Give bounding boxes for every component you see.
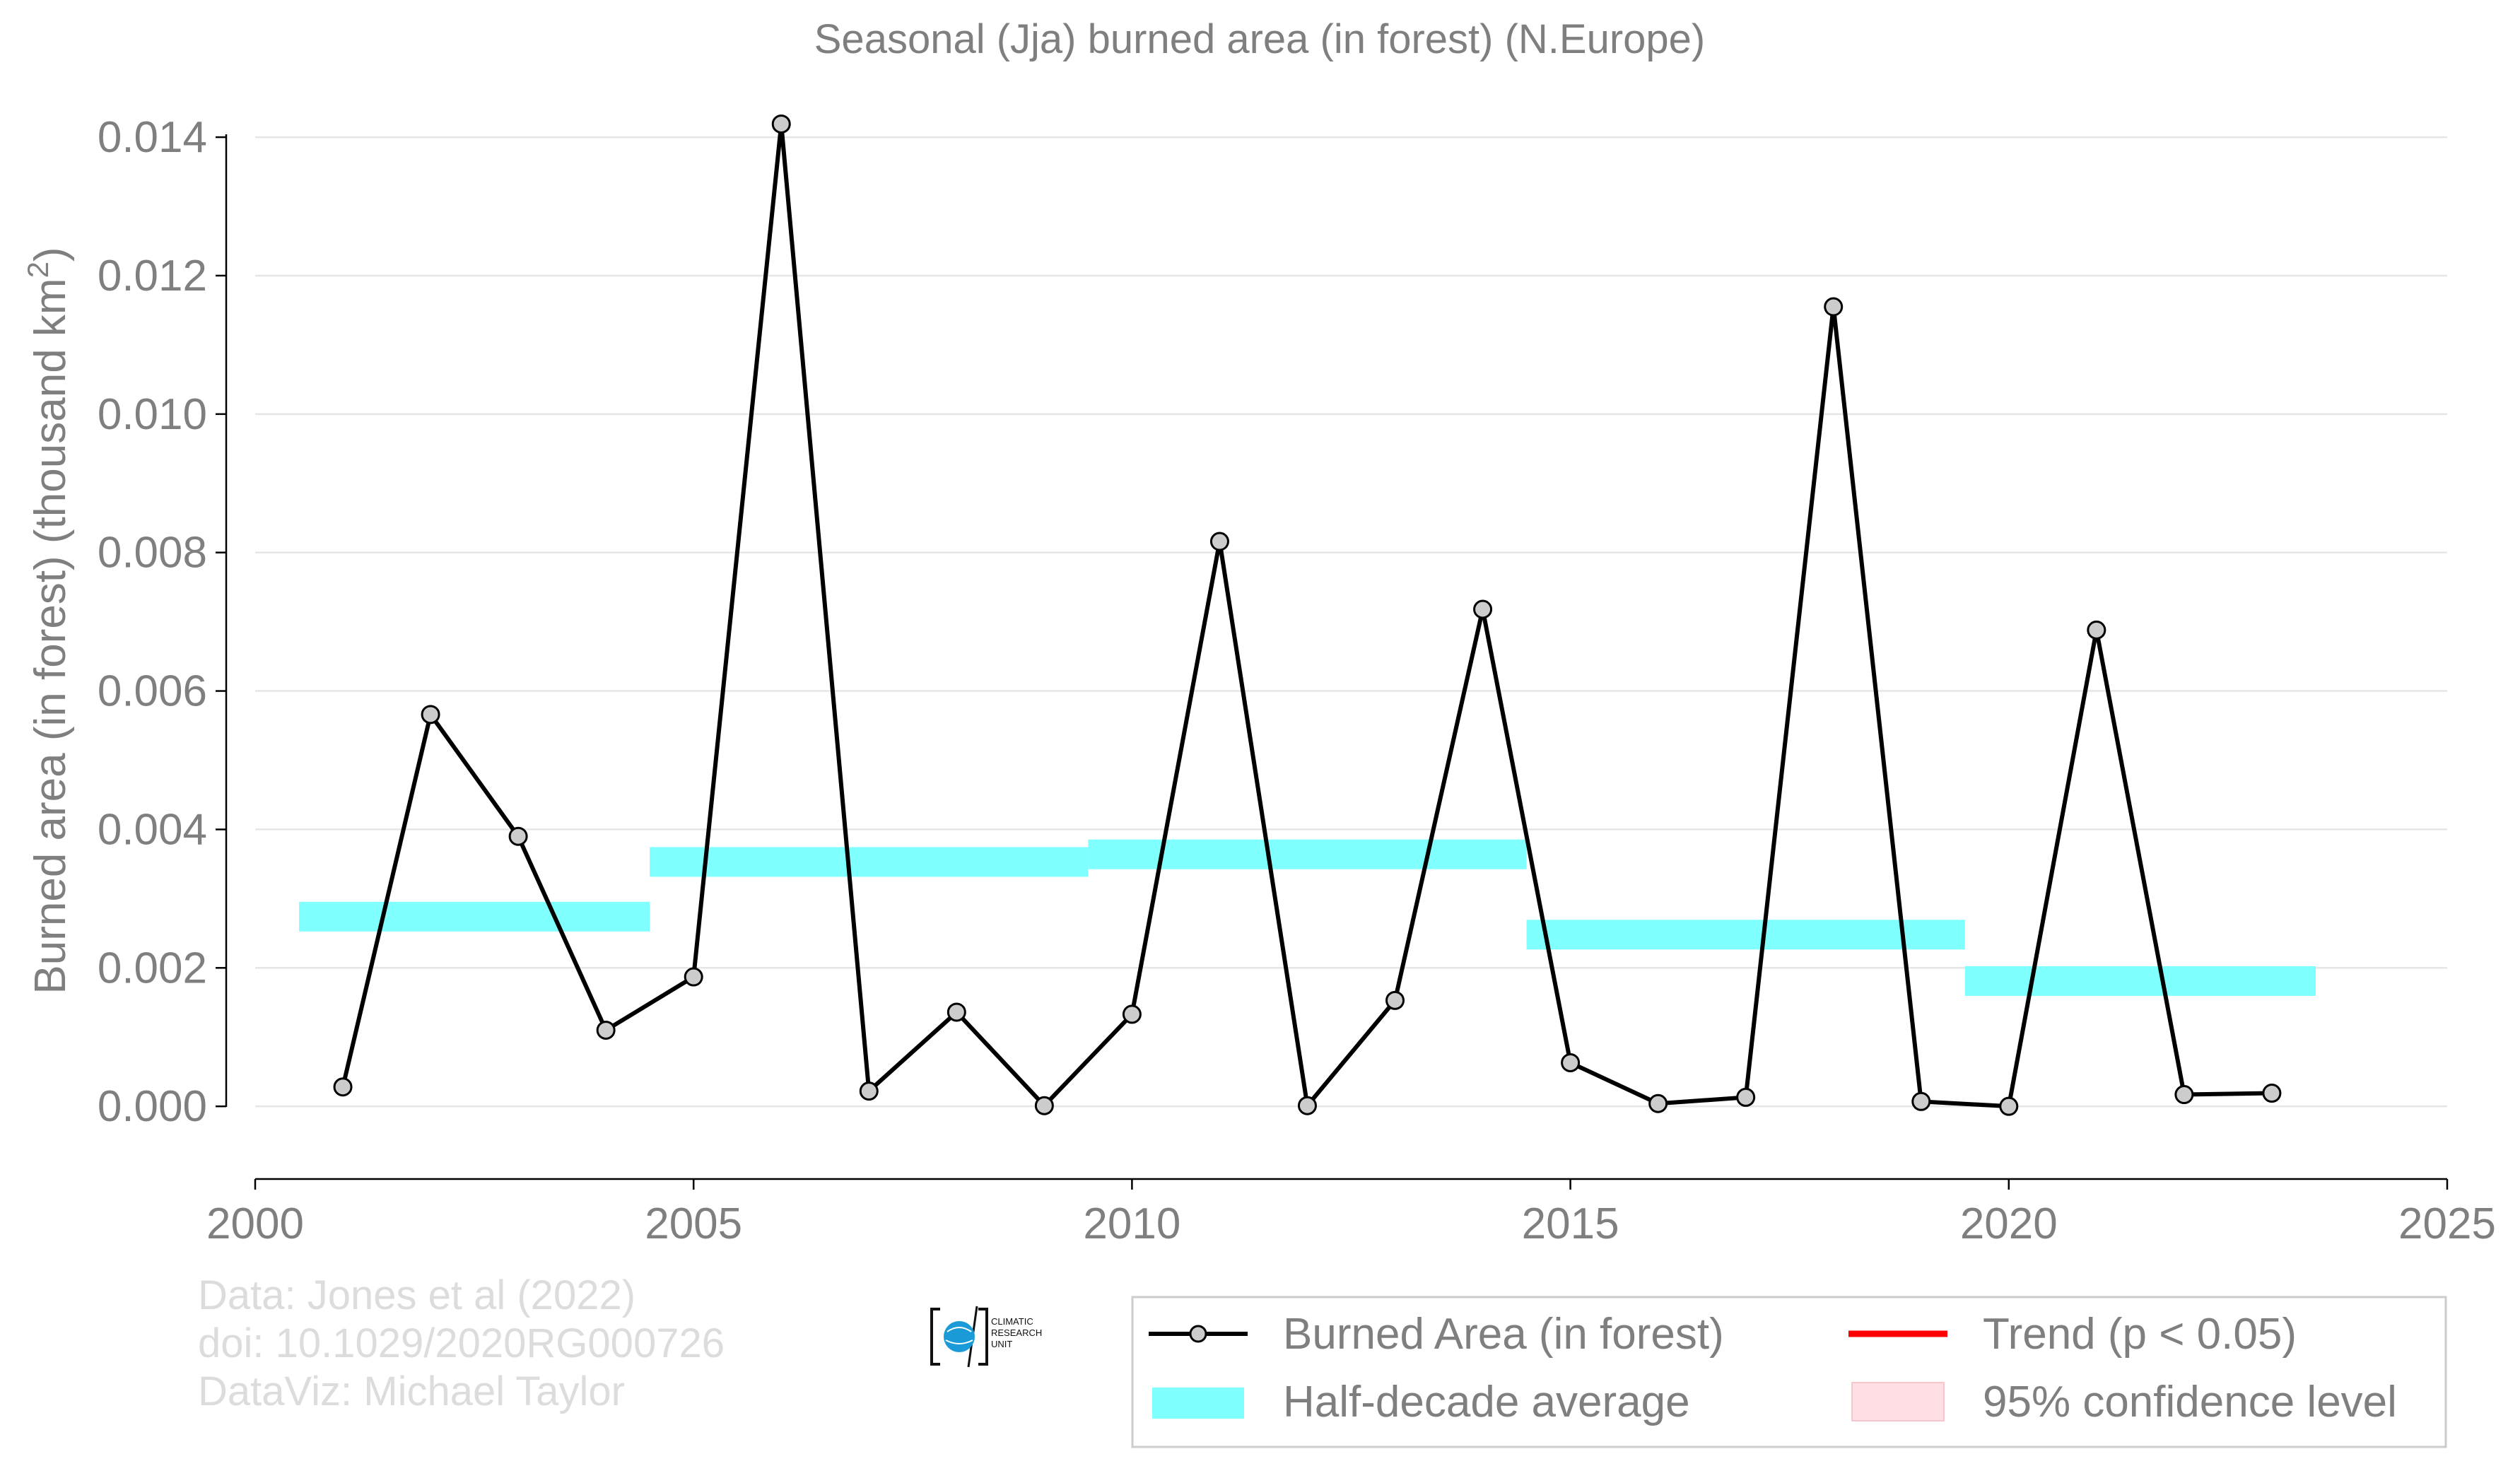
- globe-icon: [944, 1321, 975, 1352]
- x-tick-label: 2025: [2398, 1200, 2496, 1248]
- burned-area-point: [771, 114, 791, 134]
- x-tick-label: 2015: [1522, 1200, 1619, 1248]
- burned-area-line: [341, 122, 2272, 1109]
- burned-area-point: [1122, 1004, 1142, 1024]
- legend-label-burned-area: Burned Area (in forest): [1283, 1310, 1724, 1359]
- x-tick-label: 2000: [206, 1200, 304, 1248]
- burned-area-point: [859, 1081, 879, 1101]
- y-tick-label: 0.008: [98, 529, 207, 577]
- burned-area-point: [508, 826, 528, 846]
- burned-area-point: [596, 1020, 616, 1040]
- burned-area-point: [333, 1077, 353, 1097]
- burned-area-point: [1736, 1087, 1756, 1107]
- legend-marker-burned-area: [1189, 1325, 1207, 1343]
- y-axis-label: Burned area (in forest) (thousand km2): [21, 247, 75, 994]
- half-decade-average-bar: [1964, 966, 2316, 996]
- burned-area-point: [2174, 1085, 2194, 1105]
- half-decade-average-bar: [1526, 920, 1965, 950]
- legend-swatch-confidence: [1851, 1382, 1945, 1421]
- credit-dataviz: DataViz: Michael Taylor: [198, 1368, 625, 1414]
- x-tick-label: 2005: [645, 1200, 742, 1248]
- x-ticks: 2000 2005 2010 2015 2020 2025: [206, 1179, 2496, 1248]
- y-tick-label: 0.010: [98, 390, 207, 439]
- y-ticks: 0.000 0.002 0.004 0.006 0.008 0.010 0.012 0.014: [98, 113, 226, 1131]
- legend-swatch-half-decade: [1152, 1388, 1244, 1419]
- x-tick-label: 2010: [1083, 1200, 1180, 1248]
- burned-area-point: [1911, 1091, 1931, 1111]
- burned-area-point: [1385, 990, 1405, 1010]
- credits: Data: Jones et al (2022) doi: 10.1029/20…: [198, 1272, 725, 1414]
- logo-text-line-1: CLIMATIC: [991, 1316, 1033, 1327]
- chart-title: Seasonal (Jja) burned area (in forest) (…: [814, 16, 1705, 62]
- y-tick-label: 0.002: [98, 944, 207, 992]
- burned-area-point: [1209, 532, 1229, 551]
- legend-label-trend: Trend (p < 0.05): [1983, 1310, 2297, 1359]
- globe-lines-icon: [945, 1327, 973, 1344]
- half-decade-average-bar: [650, 847, 1089, 877]
- half-decade-average-bands: [299, 839, 2316, 996]
- burned-area-point: [1824, 297, 1844, 317]
- burned-area-point: [684, 967, 703, 987]
- burned-area-point: [1648, 1093, 1668, 1113]
- credit-data-source: Data: Jones et al (2022): [198, 1272, 635, 1318]
- cru-logo: CLIMATIC RESEARCH UNIT: [930, 1306, 1042, 1368]
- logo-bracket: [930, 1308, 988, 1366]
- burned-area-point: [421, 705, 440, 725]
- logo-text-line-2: RESEARCH: [991, 1327, 1042, 1338]
- y-tick-label: 0.012: [98, 252, 207, 300]
- half-decade-average-bar: [1088, 839, 1527, 869]
- x-tick-label: 2020: [1960, 1200, 2058, 1248]
- credit-doi: doi: 10.1029/2020RG000726: [198, 1320, 725, 1366]
- gridlines: [255, 136, 2447, 1108]
- legend: Burned Area (in forest) Trend (p < 0.05)…: [1131, 1296, 2447, 1448]
- y-tick-label: 0.006: [98, 667, 207, 716]
- legend-frame: [1131, 1296, 2447, 1448]
- burned-area-point: [1297, 1096, 1317, 1115]
- burned-area-point: [947, 1002, 966, 1022]
- burned-area-point: [1034, 1096, 1054, 1115]
- legend-label-confidence: 95% confidence level: [1983, 1378, 2397, 1426]
- legend-label-half-decade: Half-decade average: [1283, 1378, 1690, 1426]
- burned-area-point: [1473, 599, 1493, 619]
- burned-area-point: [2087, 620, 2106, 640]
- y-tick-label: 0.000: [98, 1082, 207, 1131]
- half-decade-average-bar: [299, 901, 650, 932]
- burned-area-point: [2262, 1084, 2282, 1103]
- burned-area-point: [1561, 1052, 1581, 1072]
- logo-text-line-3: UNIT: [991, 1339, 1012, 1349]
- y-tick-label: 0.004: [98, 805, 207, 854]
- burned-area-series: [333, 114, 2282, 1116]
- y-tick-label: 0.014: [98, 113, 207, 162]
- burned-area-point: [1999, 1096, 2019, 1116]
